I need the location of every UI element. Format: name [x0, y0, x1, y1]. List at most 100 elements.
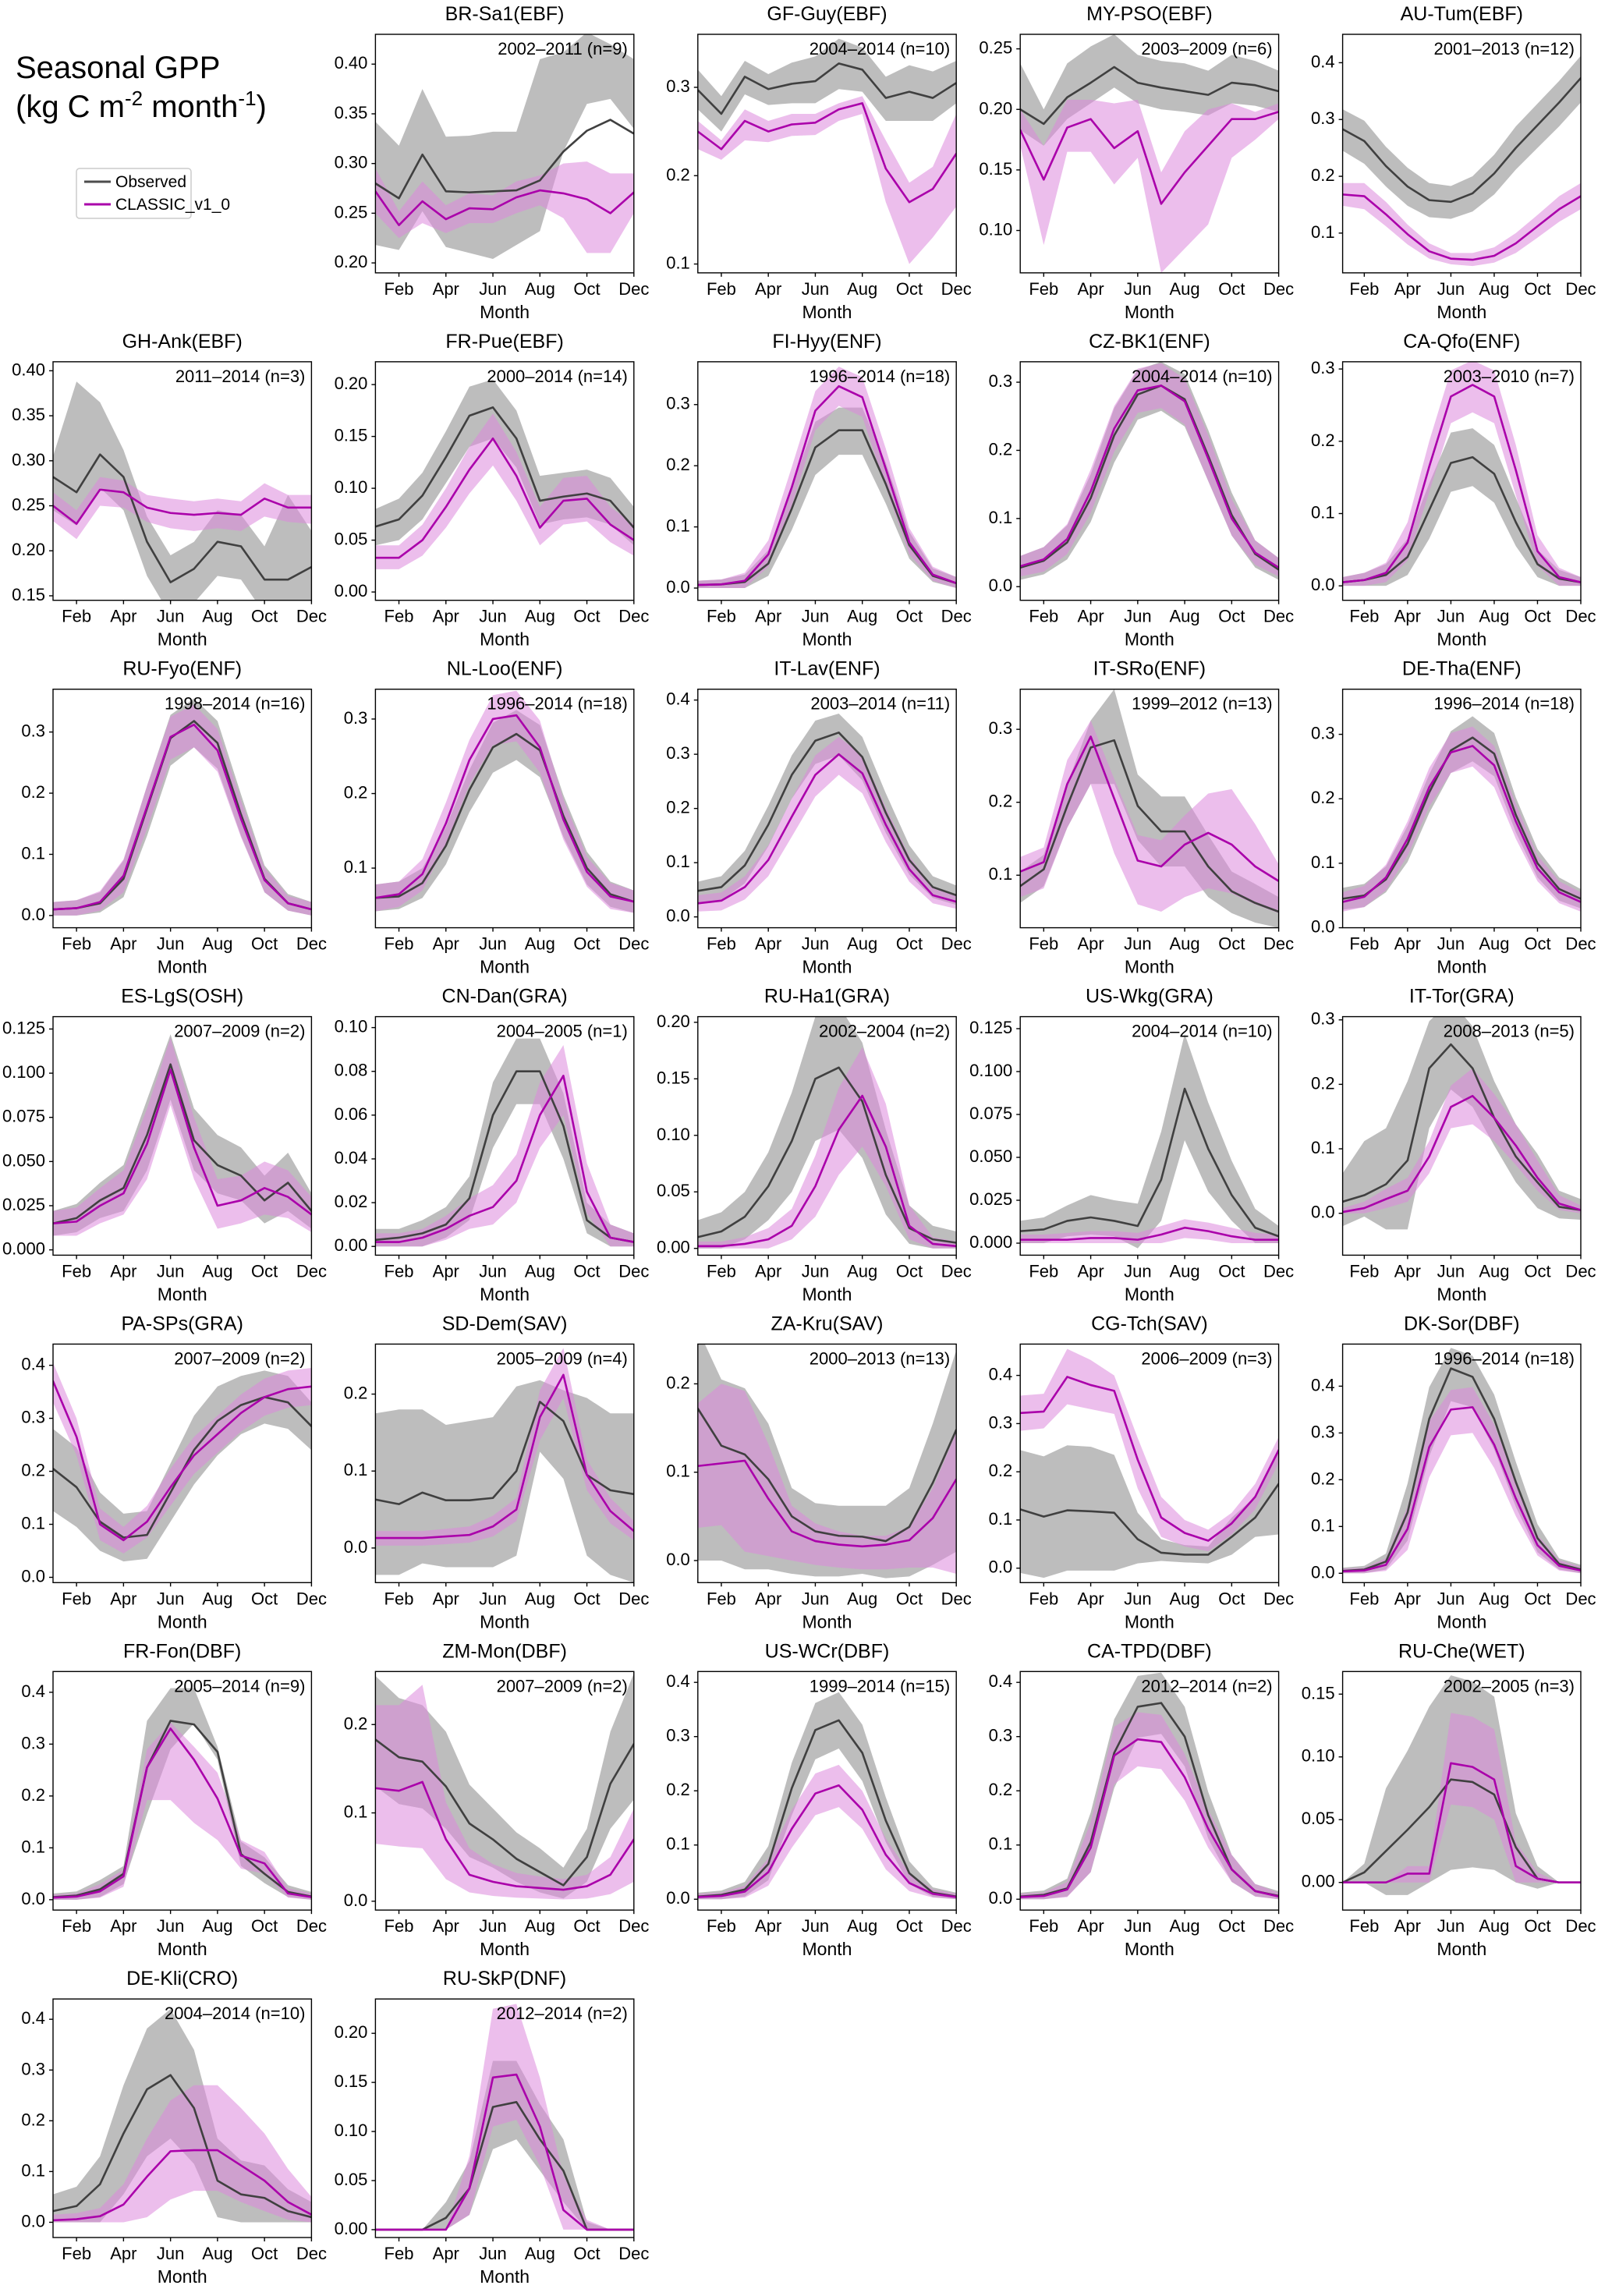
svg-text:Oct: Oct: [251, 2244, 278, 2263]
svg-text:Apr: Apr: [1394, 279, 1421, 299]
svg-text:2007–2009 (n=2): 2007–2009 (n=2): [174, 1022, 305, 1041]
svg-text:Dec: Dec: [618, 934, 649, 954]
svg-text:Apr: Apr: [433, 1261, 459, 1281]
svg-text:Oct: Oct: [573, 934, 600, 954]
svg-text:Month: Month: [158, 1284, 207, 1304]
svg-text:Dec: Dec: [941, 1261, 972, 1281]
svg-text:Oct: Oct: [573, 1916, 600, 1936]
svg-text:Month: Month: [1125, 1939, 1174, 1959]
svg-text:Oct: Oct: [251, 1261, 278, 1281]
svg-text:Seasonal GPP: Seasonal GPP: [16, 51, 220, 85]
svg-text:US-WCr(DBF): US-WCr(DBF): [765, 1640, 890, 1662]
svg-text:ZM-Mon(DBF): ZM-Mon(DBF): [442, 1640, 567, 1662]
svg-text:Oct: Oct: [896, 279, 923, 299]
svg-text:Aug: Aug: [1170, 934, 1200, 954]
svg-text:Aug: Aug: [525, 1589, 555, 1608]
svg-text:FI-Hyy(ENF): FI-Hyy(ENF): [772, 331, 881, 353]
svg-text:1996–2014 (n=18): 1996–2014 (n=18): [1434, 694, 1575, 714]
svg-text:Observed: Observed: [115, 173, 186, 191]
svg-text:MY-PSO(EBF): MY-PSO(EBF): [1086, 3, 1213, 25]
svg-text:Oct: Oct: [251, 934, 278, 954]
svg-text:0.125: 0.125: [969, 1018, 1012, 1037]
svg-text:Jun: Jun: [802, 607, 829, 626]
svg-text:Jun: Jun: [157, 1589, 184, 1608]
svg-text:0.10: 0.10: [1302, 1746, 1335, 1766]
svg-text:1996–2014 (n=18): 1996–2014 (n=18): [487, 694, 627, 714]
svg-text:0.1: 0.1: [1311, 852, 1335, 872]
svg-text:Month: Month: [1437, 957, 1486, 977]
svg-text:Feb: Feb: [1029, 1261, 1058, 1281]
svg-text:Feb: Feb: [62, 934, 91, 954]
svg-text:Oct: Oct: [896, 934, 923, 954]
svg-text:0.0: 0.0: [21, 1889, 45, 1908]
svg-text:Month: Month: [802, 629, 852, 650]
svg-text:RU-Che(WET): RU-Che(WET): [1398, 1640, 1525, 1662]
svg-text:0.20: 0.20: [979, 98, 1012, 118]
svg-text:Month: Month: [802, 957, 852, 977]
svg-text:Oct: Oct: [896, 1261, 923, 1281]
svg-text:Aug: Aug: [1479, 279, 1509, 299]
svg-text:0.1: 0.1: [666, 516, 690, 536]
svg-text:Aug: Aug: [525, 1261, 555, 1281]
svg-text:Feb: Feb: [1349, 934, 1379, 954]
svg-text:0.3: 0.3: [666, 76, 690, 96]
svg-text:Oct: Oct: [1524, 1916, 1550, 1936]
svg-text:Aug: Aug: [1170, 1261, 1200, 1281]
svg-text:0.10: 0.10: [979, 220, 1012, 239]
svg-text:0.3: 0.3: [1311, 1422, 1335, 1441]
svg-text:0.1: 0.1: [989, 1509, 1013, 1529]
svg-text:0.20: 0.20: [657, 1012, 690, 1031]
svg-text:Dec: Dec: [296, 2244, 327, 2263]
svg-text:0.4: 0.4: [666, 689, 690, 709]
svg-text:Feb: Feb: [384, 279, 414, 299]
svg-text:DE-Tha(ENF): DE-Tha(ENF): [1402, 658, 1522, 680]
svg-text:Dec: Dec: [296, 934, 327, 954]
svg-text:Month: Month: [1125, 629, 1174, 650]
svg-text:0.0: 0.0: [1311, 1562, 1335, 1582]
svg-text:2004–2014 (n=10): 2004–2014 (n=10): [1132, 367, 1272, 386]
svg-text:0.050: 0.050: [2, 1150, 45, 1170]
svg-text:Aug: Aug: [1479, 934, 1509, 954]
svg-text:Oct: Oct: [573, 1261, 600, 1281]
svg-text:Month: Month: [480, 957, 530, 977]
svg-text:0.2: 0.2: [1311, 430, 1335, 450]
svg-text:0.2: 0.2: [989, 1461, 1013, 1480]
svg-text:2004–2014 (n=10): 2004–2014 (n=10): [165, 2004, 305, 2023]
svg-text:Month: Month: [1437, 1939, 1486, 1959]
svg-text:Apr: Apr: [755, 279, 781, 299]
svg-text:2012–2014 (n=2): 2012–2014 (n=2): [497, 2004, 628, 2023]
svg-text:0.2: 0.2: [21, 1785, 45, 1805]
svg-text:0.3: 0.3: [21, 2059, 45, 2078]
svg-text:Feb: Feb: [707, 1589, 736, 1608]
svg-text:0.3: 0.3: [989, 1412, 1013, 1432]
svg-text:0.0: 0.0: [666, 1550, 690, 1569]
svg-text:1999–2012 (n=13): 1999–2012 (n=13): [1132, 694, 1272, 714]
svg-text:0.2: 0.2: [989, 439, 1013, 459]
svg-text:Apr: Apr: [433, 2244, 459, 2263]
svg-text:BR-Sa1(EBF): BR-Sa1(EBF): [445, 3, 565, 25]
svg-text:Month: Month: [480, 2266, 530, 2287]
svg-text:2002–2011 (n=9): 2002–2011 (n=9): [498, 39, 628, 58]
svg-text:0.3: 0.3: [1311, 724, 1335, 743]
svg-text:0.2: 0.2: [666, 798, 690, 817]
svg-text:0.4: 0.4: [666, 1671, 690, 1691]
svg-text:Dec: Dec: [941, 279, 972, 299]
svg-text:Feb: Feb: [707, 279, 736, 299]
svg-text:Dec: Dec: [618, 607, 649, 626]
svg-text:0.35: 0.35: [12, 405, 45, 424]
svg-text:Oct: Oct: [573, 279, 600, 299]
svg-text:0.2: 0.2: [666, 1373, 690, 1392]
svg-text:0.1: 0.1: [1311, 1138, 1335, 1157]
svg-text:0.05: 0.05: [1302, 1809, 1335, 1828]
svg-text:0.15: 0.15: [12, 585, 45, 604]
svg-text:0.1: 0.1: [344, 857, 368, 877]
svg-text:Feb: Feb: [62, 2244, 91, 2263]
svg-text:Month: Month: [158, 957, 207, 977]
svg-text:Apr: Apr: [433, 279, 459, 299]
svg-text:DK-Sor(DBF): DK-Sor(DBF): [1404, 1313, 1520, 1334]
svg-text:Dec: Dec: [941, 934, 972, 954]
svg-text:Feb: Feb: [1029, 1916, 1058, 1936]
svg-text:0.3: 0.3: [666, 743, 690, 763]
svg-text:CA-Qfo(ENF): CA-Qfo(ENF): [1403, 331, 1520, 353]
svg-text:0.3: 0.3: [21, 1408, 45, 1427]
